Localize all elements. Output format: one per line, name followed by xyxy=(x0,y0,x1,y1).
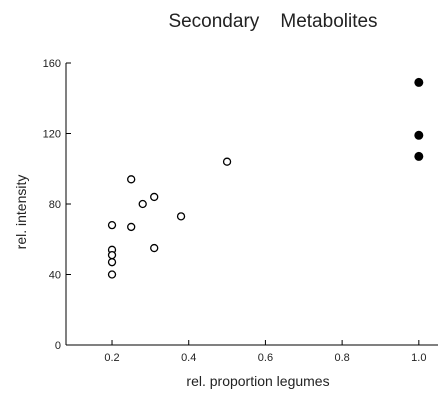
data-point-open xyxy=(176,212,186,221)
x-axis-label: rel. proportion legumes xyxy=(186,373,329,389)
data-point-open xyxy=(107,270,117,279)
y-tick-label: 160 xyxy=(43,58,61,70)
data-points xyxy=(107,77,424,279)
data-point-filled xyxy=(414,77,424,87)
data-point-open xyxy=(107,220,117,230)
data-point-filled xyxy=(414,130,424,140)
x-tick-label: 0.8 xyxy=(334,352,349,364)
data-point-open xyxy=(107,258,117,267)
data-point-open xyxy=(138,199,147,209)
y-tick-label: 80 xyxy=(49,199,61,211)
data-point-open xyxy=(150,192,159,202)
x-tick-label: 1.0 xyxy=(411,352,426,364)
x-axis-ticks: 0.2 0.4 0.6 0.8 1.0 xyxy=(104,340,426,364)
data-point-open xyxy=(150,243,159,253)
y-axis-ticks: 0 40 80 120 160 xyxy=(43,58,71,352)
data-point-open xyxy=(222,157,232,166)
data-point-open xyxy=(127,175,136,184)
data-point-filled xyxy=(414,151,424,161)
chart-title: Secondary Metabolites xyxy=(168,11,377,32)
y-tick-label: 120 xyxy=(43,129,61,141)
x-tick-label: 0.6 xyxy=(258,352,273,364)
y-tick-label: 0 xyxy=(55,340,61,352)
x-tick-label: 0.4 xyxy=(181,352,196,364)
x-tick-label: 0.2 xyxy=(104,352,119,364)
data-point-open xyxy=(127,222,136,232)
data-point-open xyxy=(107,250,117,260)
y-axis-label: rel. intensity xyxy=(13,175,29,250)
y-tick-label: 40 xyxy=(49,270,61,282)
